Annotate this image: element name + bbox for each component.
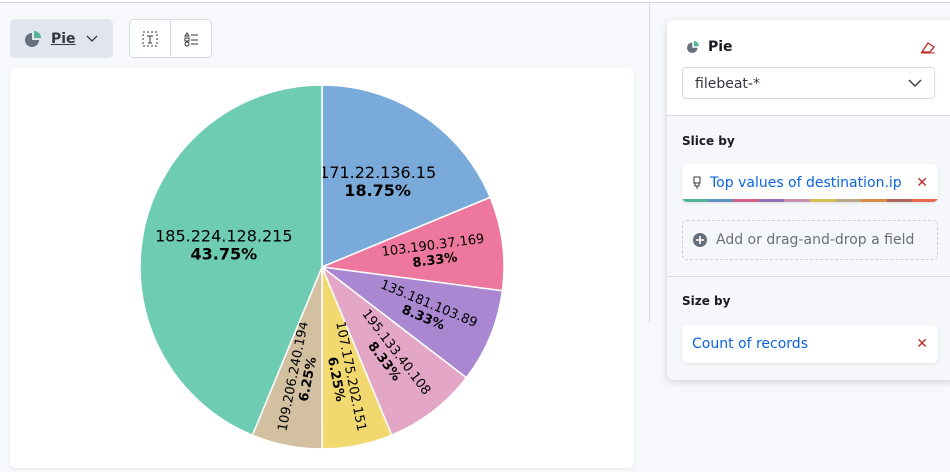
index-pattern-select[interactable]: filebeat-* [682, 67, 935, 99]
clear-layer-icon[interactable] [920, 40, 936, 54]
config-panel: Pie filebeat-* Slice by Top values of de… [667, 20, 950, 380]
pie-slice[interactable] [139, 84, 323, 437]
palette-swatch [784, 199, 810, 202]
chart-type-switcher[interactable]: Pie [10, 19, 113, 58]
chevron-down-icon [908, 79, 922, 87]
palette-swatch [733, 199, 759, 202]
ip-field-icon [693, 176, 701, 189]
chart-type-label: Pie [51, 30, 76, 47]
slice-category-label: 171.22.136.15 [319, 163, 436, 182]
pie-slice[interactable] [320, 264, 468, 437]
text-label-icon [142, 31, 158, 46]
section-divider [667, 276, 950, 277]
slice-by-label: Slice by [682, 134, 735, 148]
palette-swatch [835, 199, 862, 202]
palette-swatch [809, 199, 836, 202]
slice-category-label: 185.224.128.215 [155, 226, 292, 245]
slice-by-field: Top values of destination.ip [710, 175, 902, 191]
pie-chart-icon [687, 41, 699, 53]
add-field-label: Add or drag-and-drop a field [716, 232, 915, 248]
size-by-field: Count of records [692, 336, 808, 352]
remove-size-by-icon[interactable]: ✕ [916, 336, 928, 352]
palette-swatch [707, 199, 734, 202]
pie-chart-icon [25, 30, 41, 47]
slice-percent-label: 18.75% [344, 181, 411, 200]
color-palette [682, 199, 938, 202]
slice-by-dimension[interactable]: Top values of destination.ip ✕ [682, 164, 938, 202]
toolbar-button-group [129, 19, 212, 58]
palette-swatch [758, 199, 785, 202]
layer-title: Pie [708, 39, 733, 55]
pie-slice[interactable] [321, 84, 492, 269]
palette-swatch [682, 199, 708, 202]
size-by-dimension[interactable]: Count of records ✕ [682, 325, 938, 363]
panel-divider [649, 3, 650, 323]
add-field-button[interactable]: Add or drag-and-drop a field [682, 220, 938, 260]
pie-chart: 171.22.136.1518.75%103.190.37.1698.33%13… [139, 84, 505, 450]
chart-panel: 171.22.136.15 18.75% 103.190.37.169 8.33% 13… [10, 68, 634, 468]
size-by-label: Size by [682, 294, 731, 308]
palette-swatch [886, 199, 913, 202]
legend-icon [184, 31, 198, 46]
palette-swatch [861, 199, 887, 202]
remove-slice-by-icon[interactable]: ✕ [916, 175, 928, 191]
pie-slice[interactable] [319, 265, 504, 379]
slice-percent-label: 8.33% [412, 250, 459, 271]
chevron-down-icon [86, 35, 98, 42]
legend-button[interactable] [171, 20, 211, 57]
slice-percent-label: 43.75% [191, 244, 258, 263]
plus-circle-icon [693, 233, 707, 247]
pie-slice[interactable] [319, 196, 505, 292]
palette-swatch [912, 199, 938, 202]
labels-button[interactable] [130, 20, 171, 57]
index-pattern-value: filebeat-* [695, 76, 760, 92]
top-border [0, 0, 950, 3]
